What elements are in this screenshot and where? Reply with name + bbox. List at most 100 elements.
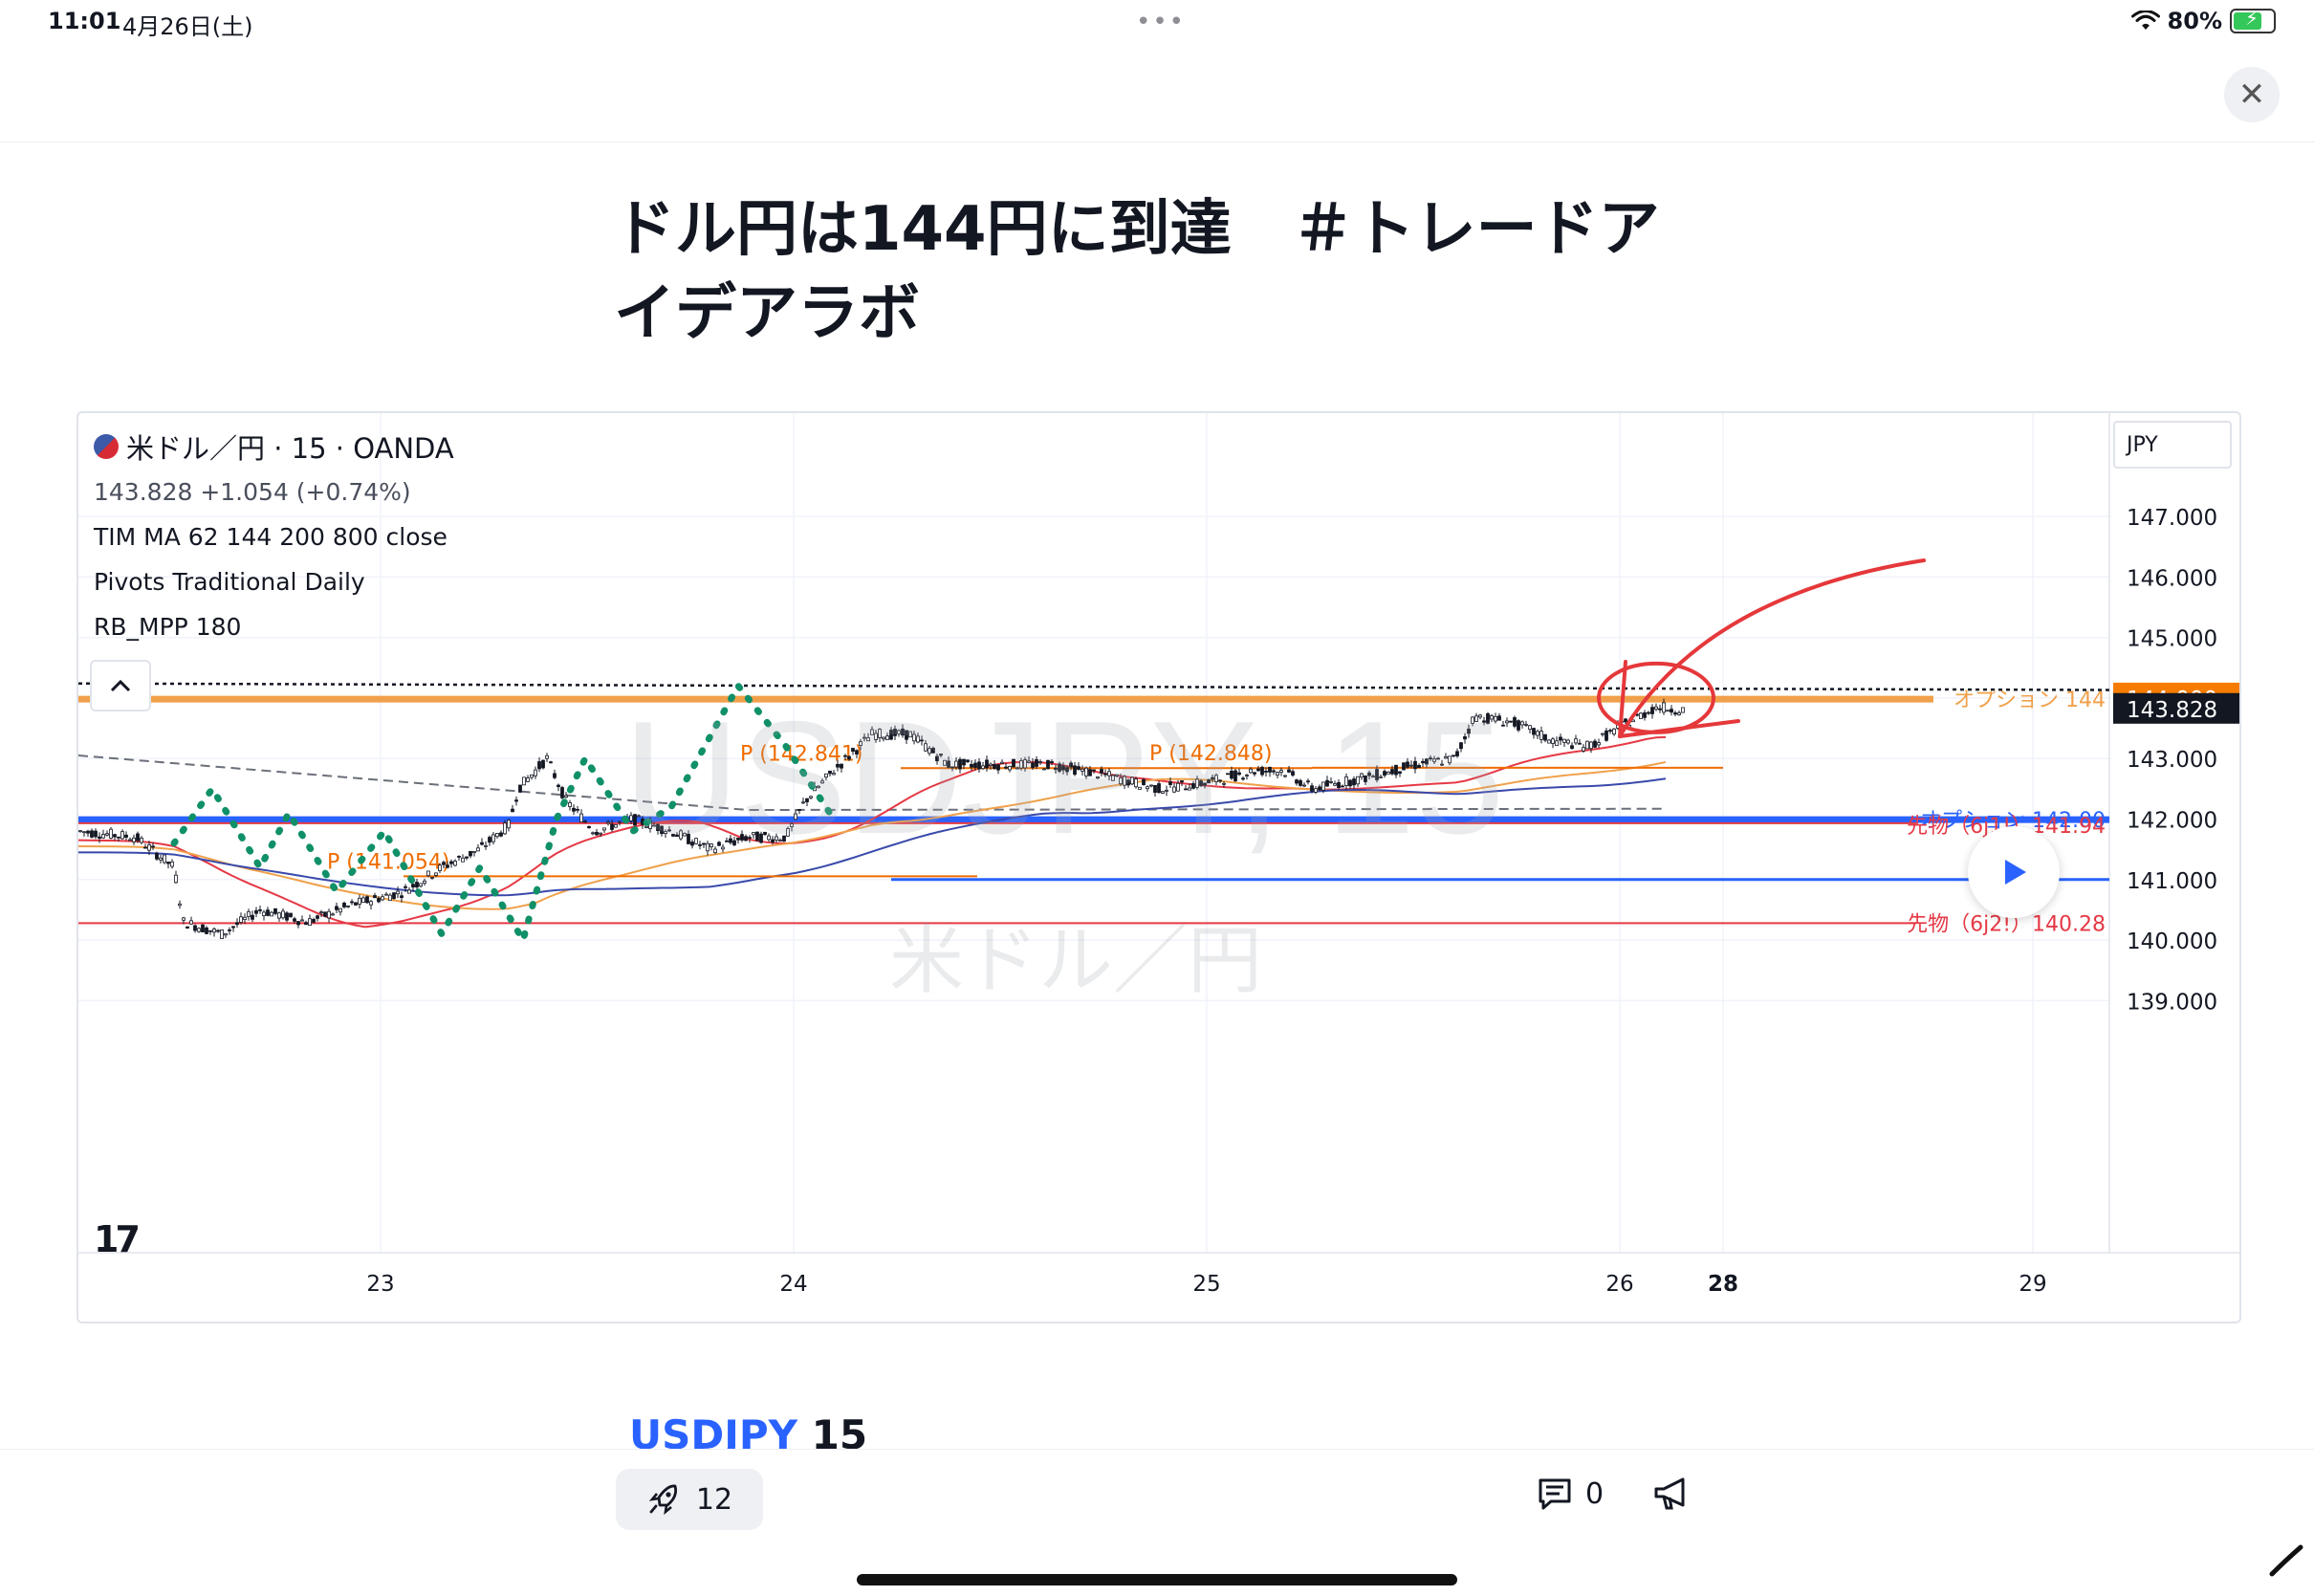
- candle-body: [943, 759, 947, 766]
- pencil-icon[interactable]: [2266, 1541, 2304, 1580]
- candle-body: [1233, 770, 1237, 781]
- boost-count: 12: [695, 1482, 733, 1517]
- bottom-action-bar: 12 0: [0, 1449, 2314, 1596]
- candle-body: [361, 897, 365, 904]
- candle-body: [430, 877, 434, 879]
- candle-body: [1413, 760, 1417, 770]
- candle-body: [1237, 772, 1241, 776]
- candle-body: [1004, 766, 1008, 769]
- candle-body: [1673, 712, 1677, 715]
- play-replay-button[interactable]: [1968, 826, 2060, 918]
- candle-body: [1371, 776, 1375, 778]
- candle-body: [897, 730, 901, 734]
- candle-body: [679, 830, 683, 840]
- currency-selector[interactable]: JPY: [2113, 421, 2232, 469]
- time-tick-label: 24: [779, 1272, 807, 1297]
- candle-body: [870, 729, 874, 735]
- candle-body: [1337, 781, 1341, 789]
- candle-body: [962, 758, 966, 766]
- candle-body: [1539, 731, 1543, 740]
- candle-body: [1643, 712, 1647, 718]
- candle-body: [637, 815, 641, 818]
- comments-button[interactable]: 0: [1536, 1475, 1604, 1513]
- candle-body: [495, 833, 499, 838]
- candle-body: [1103, 773, 1107, 776]
- candle-body: [147, 844, 151, 851]
- candle-body: [687, 833, 690, 844]
- candle-body: [534, 769, 537, 776]
- boost-button[interactable]: 12: [616, 1469, 763, 1530]
- candle-body: [231, 926, 235, 929]
- symbol-line[interactable]: 米ドル／円 · 15 · OANDA: [126, 432, 454, 465]
- candle-body: [1639, 712, 1643, 720]
- chart-widget[interactable]: 147.000146.000145.000144.000143.000142.0…: [76, 411, 2241, 1323]
- candle-body: [1386, 772, 1390, 775]
- candle-body: [1589, 741, 1593, 750]
- candle-body: [935, 755, 939, 762]
- collapse-legend-button[interactable]: [90, 660, 151, 711]
- candle-body: [664, 831, 667, 834]
- candle-body: [1524, 724, 1528, 726]
- candle-body: [1061, 765, 1065, 771]
- candle-body: [1551, 738, 1555, 744]
- indicator-rbmpp[interactable]: RB_MPP 180: [94, 613, 242, 641]
- candle-body: [572, 807, 576, 812]
- candle-body: [166, 862, 170, 864]
- candle-body: [698, 843, 702, 846]
- price-tick-label: 146.000: [2127, 566, 2217, 591]
- candle-body: [1134, 778, 1138, 788]
- multitasking-dots-icon[interactable]: •••: [1136, 8, 1187, 36]
- candle-body: [1509, 720, 1513, 723]
- indicator-ma[interactable]: TIM MA 62 144 200 800 close: [94, 523, 448, 551]
- candle-body: [549, 761, 553, 764]
- candle-body: [1195, 778, 1199, 788]
- candle-body: [1260, 766, 1264, 776]
- candle-body: [201, 924, 205, 932]
- candle-body: [1123, 776, 1126, 786]
- candle-body: [1038, 761, 1042, 763]
- indicator-pivots[interactable]: Pivots Traditional Daily: [94, 568, 365, 596]
- candle-body: [706, 842, 709, 852]
- candle-body: [1670, 709, 1673, 713]
- close-icon[interactable]: ✕: [2224, 67, 2280, 122]
- candle-body: [86, 830, 90, 834]
- candle-body: [790, 823, 794, 827]
- candle-body: [694, 838, 698, 844]
- candle-body: [220, 929, 224, 939]
- candle-body: [1513, 717, 1517, 727]
- candle-body: [1100, 769, 1103, 774]
- share-button[interactable]: [1652, 1475, 1691, 1517]
- candle-body: [186, 926, 189, 929]
- candle-body: [1318, 786, 1321, 791]
- candle-body: [545, 754, 549, 759]
- candle-body: [748, 837, 752, 840]
- current-price-tag-label: 143.828: [2127, 698, 2217, 723]
- candle-body: [1360, 773, 1364, 778]
- candle-body: [438, 864, 442, 871]
- price-chart[interactable]: 147.000146.000145.000144.000143.000142.0…: [78, 413, 2239, 1322]
- candle-body: [143, 846, 147, 849]
- candle-body: [1436, 757, 1440, 760]
- price-line: 143.828 +1.054 (+0.74%): [94, 478, 411, 506]
- candle-body: [1321, 781, 1325, 791]
- candle-body: [652, 824, 656, 827]
- candle-body: [1012, 758, 1015, 768]
- candle-body: [1306, 780, 1310, 783]
- candle-body: [1341, 785, 1344, 788]
- chart-legend: 米ドル／円 · 15 · OANDA 143.828 +1.054 (+0.74…: [94, 426, 454, 641]
- pivot-label: P (142.841): [740, 742, 862, 766]
- candle-body: [526, 777, 530, 782]
- candle-body: [101, 834, 105, 839]
- candle-body: [1570, 745, 1574, 750]
- candle-body: [767, 835, 771, 841]
- candle-body: [346, 905, 350, 907]
- candle-body: [1084, 767, 1088, 776]
- candle-body: [905, 730, 908, 740]
- candle-body: [404, 885, 407, 888]
- candle-body: [1555, 740, 1559, 747]
- candle-body: [1432, 758, 1436, 762]
- home-indicator[interactable]: [857, 1574, 1457, 1585]
- candle-body: [446, 864, 449, 868]
- status-right: 80% ⚡: [2130, 7, 2276, 34]
- candle-body: [1153, 784, 1157, 793]
